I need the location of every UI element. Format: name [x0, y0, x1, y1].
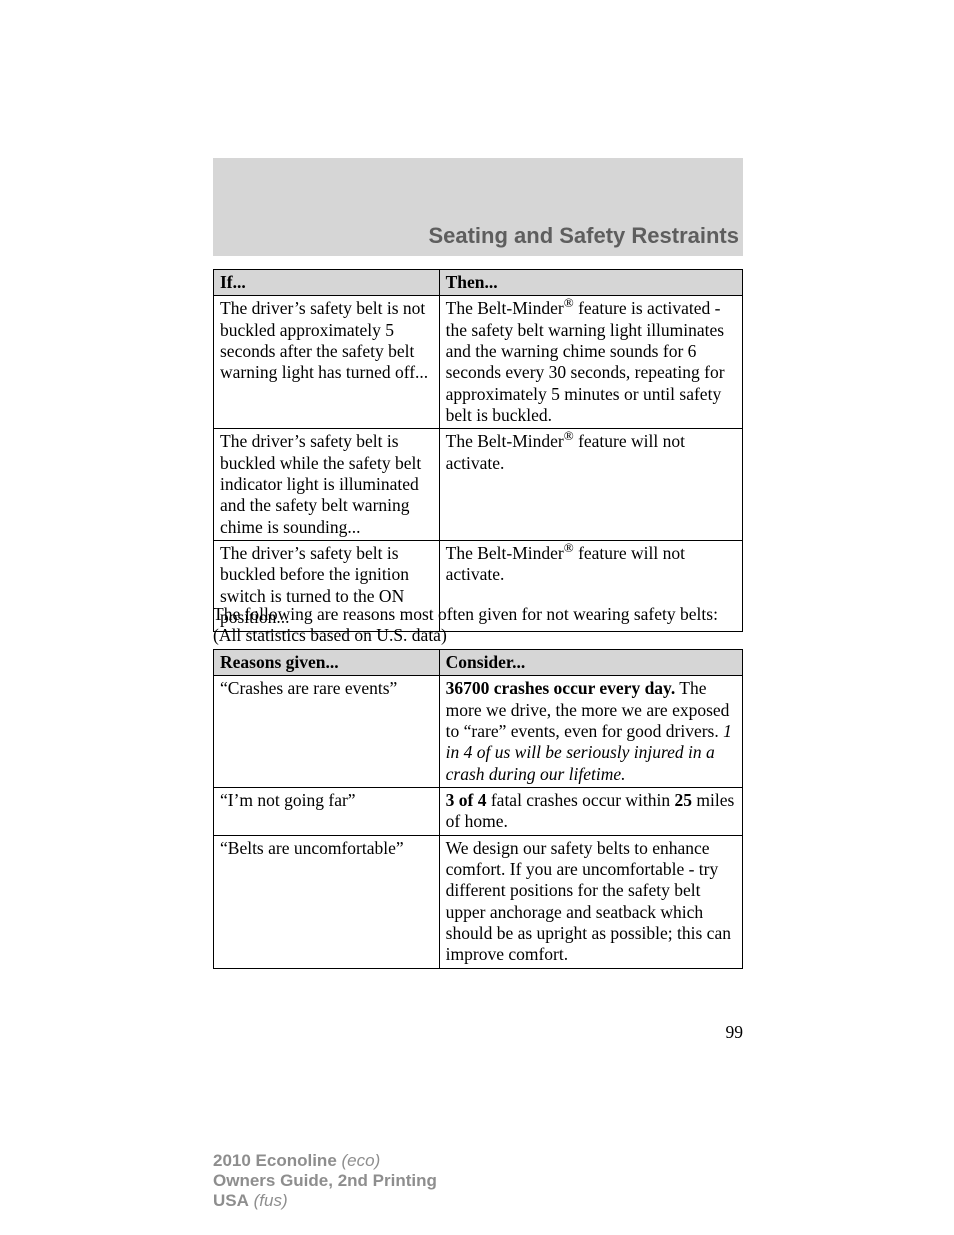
footer: 2010 Econoline (eco) Owners Guide, 2nd P…: [213, 1151, 437, 1211]
reasons-table: Reasons given... Consider... “Crashes ar…: [213, 649, 743, 969]
if-then-table: If... Then... The driver’s safety belt i…: [213, 269, 743, 632]
page: Seating and Safety Restraints If... Then…: [0, 0, 954, 1235]
table-row: “Belts are uncomfortable” We design our …: [214, 835, 743, 968]
cell-consider: 36700 crashes occur every day. The more …: [439, 676, 742, 788]
table-header-row: Reasons given... Consider...: [214, 650, 743, 676]
table-row: The driver’s safety belt is not buckled …: [214, 296, 743, 429]
cell-consider: 3 of 4 fatal crashes occur within 25 mil…: [439, 788, 742, 836]
cell-reason: “Belts are uncomfortable”: [214, 835, 440, 968]
footer-line-3: USA (fus): [213, 1191, 437, 1211]
cell-then: The Belt-Minder® feature will not activa…: [439, 429, 742, 541]
th-reasons: Reasons given...: [214, 650, 440, 676]
cell-then: The Belt-Minder® feature is activated - …: [439, 296, 742, 429]
intro-text: The following are reasons most often giv…: [213, 604, 743, 647]
section-title: Seating and Safety Restraints: [213, 223, 743, 249]
cell-if: The driver’s safety belt is not buckled …: [214, 296, 440, 429]
page-number: 99: [726, 1022, 744, 1043]
th-consider: Consider...: [439, 650, 742, 676]
table-row: “I’m not going far” 3 of 4 fatal crashes…: [214, 788, 743, 836]
table-row: The driver’s safety belt is buckled whil…: [214, 429, 743, 541]
cell-reason: “Crashes are rare events”: [214, 676, 440, 788]
footer-line-1: 2010 Econoline (eco): [213, 1151, 437, 1171]
footer-line-2: Owners Guide, 2nd Printing: [213, 1171, 437, 1191]
th-then: Then...: [439, 270, 742, 296]
table-row: “Crashes are rare events” 36700 crashes …: [214, 676, 743, 788]
cell-if: The driver’s safety belt is buckled whil…: [214, 429, 440, 541]
table-header-row: If... Then...: [214, 270, 743, 296]
th-if: If...: [214, 270, 440, 296]
cell-reason: “I’m not going far”: [214, 788, 440, 836]
cell-consider: We design our safety belts to enhance co…: [439, 835, 742, 968]
